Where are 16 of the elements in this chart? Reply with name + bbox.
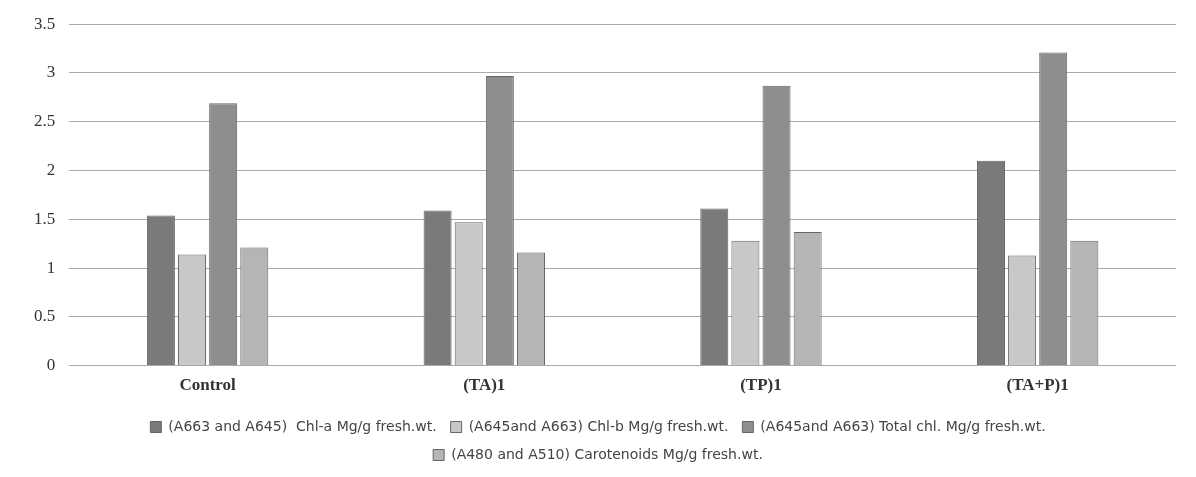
y-tick-label: 0 [46,355,56,375]
y-tick-label: 1.5 [34,208,56,228]
legend-label: (A645and A663) Chl-b Mg/g fresh.wt. [468,417,729,434]
y-tick-label: 1 [46,257,56,277]
legend-label: (A645and A663) Total chl. Mg/g fresh.wt. [760,417,1046,434]
x-tick-label: (TA+P)1 [1006,375,1069,395]
y-tick-label: 3.5 [34,13,56,33]
x-tick-label: (TA)1 [463,375,506,395]
y-tick-label: 2 [46,159,56,179]
y-tick-label: 0.5 [34,306,56,326]
legend-label: (A663 and A645) Chl-a Mg/g fresh.wt. [168,417,437,434]
y-tick-label: 2.5 [34,111,56,131]
legend-label: (A480 and A510) Carotenoids Mg/g fresh.wt. [451,445,763,462]
x-tick-label: Control [179,375,237,395]
y-tick-label: 3 [46,62,56,82]
x-tick-label: (TP)1 [740,375,782,395]
